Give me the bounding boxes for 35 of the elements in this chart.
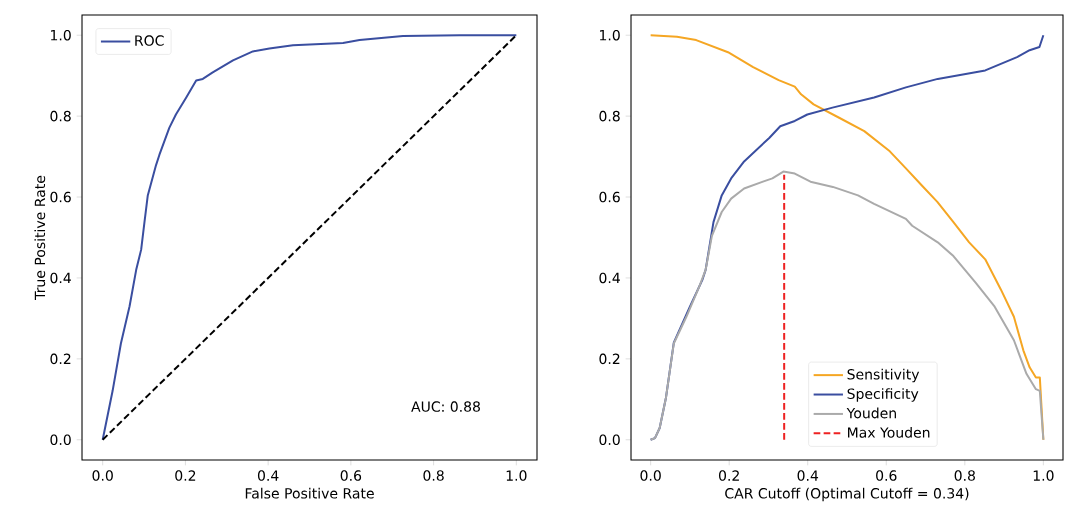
y-tick-label: 0.2 [599,353,620,365]
legend-label: Max Youden [848,426,930,438]
x-tick-label: 0.6 [340,470,362,481]
line-series [101,34,518,441]
x-tick-label: 0.0 [640,470,661,481]
y-tick-label: 0.2 [50,353,71,365]
y-tick-label: 0.8 [50,110,71,122]
legend-label: Youden [846,407,896,419]
x-tick-label: 0.0 [92,470,113,481]
y-tick-label: 0.0 [599,434,620,446]
x-tick-label: 0.4 [257,470,279,481]
x-tick-label: 0.8 [954,470,975,481]
legend-label: Specificity [847,388,919,402]
x-axis-title: False Positive Rate [245,487,374,499]
y-tick-label: 0.6 [599,191,620,203]
x-tick-label: 0.6 [876,470,897,481]
legend-label: ROC [135,35,164,46]
y-axis-title: True Positive Rate [34,175,46,300]
x-tick-label: 0.2 [175,470,196,481]
legend-label: Sensitivity [847,368,920,383]
y-tick-label: 0.6 [50,191,71,203]
y-tick-label: 1.0 [51,29,71,41]
x-tick-label: 1.0 [506,470,527,481]
y-tick-label: 1.0 [600,29,620,41]
line-series [649,170,1045,441]
y-tick-label: 0.4 [599,272,620,284]
y-tick-label: 0.4 [50,272,71,284]
y-tick-label: 0.8 [599,110,620,122]
annotation: AUC: 0.88 [411,401,480,412]
y-tick-label: 0.0 [50,434,71,446]
x-axis-title: CAR Cutoff (Optimal Cutoff = 0.34) [725,487,969,502]
x-tick-label: 1.0 [1033,470,1054,481]
x-tick-label: 0.8 [423,470,444,481]
x-tick-label: 0.2 [718,470,739,481]
x-tick-label: 0.4 [797,470,819,481]
